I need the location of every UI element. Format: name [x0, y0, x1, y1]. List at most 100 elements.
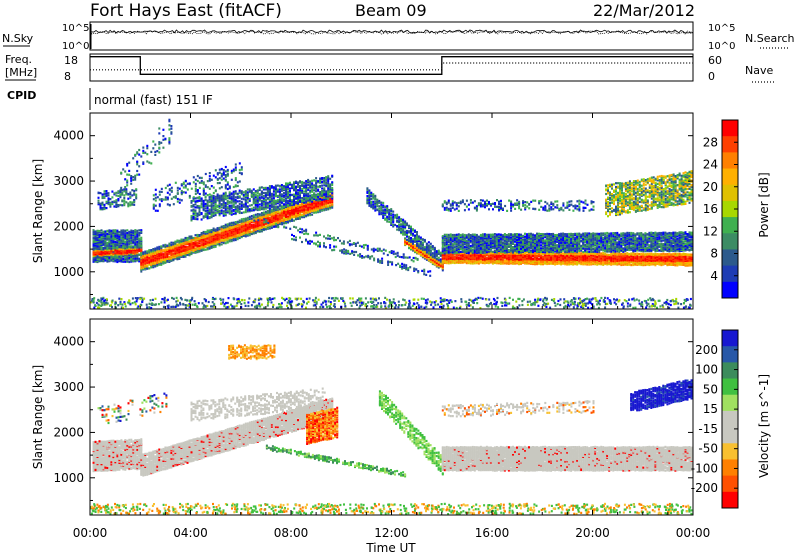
power-cell: [170, 125, 172, 127]
power-cell: [331, 181, 333, 183]
power-cell: [329, 183, 331, 185]
power-cell: [158, 127, 160, 129]
power-cell: [209, 199, 211, 201]
power-cell: [267, 202, 269, 204]
power-cell: [301, 214, 303, 216]
power-cell: [331, 175, 333, 177]
power-cell: [193, 196, 195, 198]
power-cell: [121, 199, 123, 201]
power-cell: [426, 243, 428, 245]
power-cell: [235, 177, 237, 179]
power-cell: [371, 248, 373, 250]
power-cell: [311, 199, 313, 201]
power-cell: [197, 205, 199, 207]
power-cell: [239, 220, 241, 222]
power-cell: [357, 254, 359, 256]
power-cell: [153, 194, 155, 196]
power-cell: [251, 224, 253, 226]
power-cell: [305, 201, 307, 203]
power-cell: [227, 206, 229, 208]
noise-left-label: N.Sky: [2, 32, 34, 45]
power-cell: [321, 195, 323, 197]
power-cell: [169, 193, 171, 195]
power-cell: [341, 242, 343, 244]
power-cell: [217, 205, 219, 207]
power-cell: [195, 200, 197, 202]
power-cell: [255, 194, 257, 196]
power-cell: [307, 193, 309, 195]
power-cell: [103, 240, 105, 242]
power-cell: [207, 186, 209, 188]
power-cell: [329, 195, 331, 197]
power-cell: [267, 222, 269, 224]
power-cell: [114, 255, 116, 257]
power-cell: [131, 201, 133, 203]
power-cell: [138, 154, 140, 156]
power-cell: [414, 230, 416, 232]
power-cell: [385, 250, 387, 252]
power-cell: [442, 269, 444, 271]
date-title: 22/Mar/2012: [593, 1, 695, 20]
power-cell: [170, 244, 172, 246]
power-cell: [331, 249, 333, 251]
power-cell: [323, 184, 325, 186]
power-cell: [367, 255, 369, 257]
power-cell: [359, 253, 361, 255]
power-cell: [380, 202, 382, 204]
power-cell: [275, 225, 277, 227]
power-cell: [407, 267, 409, 269]
power-cell: [111, 203, 113, 205]
power-cell: [118, 248, 120, 250]
power-cell: [423, 269, 425, 271]
power-cell: [108, 192, 110, 194]
power-cell: [215, 204, 217, 206]
power-cell: [233, 203, 235, 205]
power-cell: [311, 214, 313, 216]
power-cell: [373, 248, 375, 250]
power-cell: [130, 245, 132, 247]
power-cell: [101, 247, 103, 249]
power-cell: [281, 223, 283, 225]
power-cell: [420, 248, 422, 250]
power-cell: [197, 241, 199, 243]
power-cell: [124, 246, 126, 248]
power-cell: [117, 190, 119, 192]
power-cell: [414, 244, 416, 246]
power-cell: [221, 226, 223, 228]
power-cell: [285, 198, 287, 200]
power-cell: [372, 206, 374, 208]
power-cell: [205, 243, 207, 245]
power-cell: [209, 193, 211, 195]
power-cell: [243, 198, 245, 200]
power-cell: [110, 230, 112, 232]
power-cell: [159, 203, 161, 205]
power-cell: [291, 199, 293, 201]
power-cell: [99, 236, 101, 238]
power-cell: [183, 239, 185, 241]
power-cell: [315, 187, 317, 189]
power-cell: [319, 234, 321, 236]
power-cell: [161, 191, 163, 193]
power-cell: [387, 254, 389, 256]
power-cell: [257, 208, 259, 210]
power-cell: [231, 170, 233, 172]
power-cell: [98, 197, 100, 199]
power-cell: [229, 185, 231, 187]
power-cell: [239, 190, 241, 192]
power-cell: [392, 216, 394, 218]
power-cell: [263, 187, 265, 189]
power-cell: [325, 190, 327, 192]
power-cell: [317, 186, 319, 188]
power-cell: [193, 209, 195, 211]
power-cell: [378, 205, 380, 207]
power-cell: [135, 188, 137, 190]
power-cell: [123, 190, 125, 192]
power-cell: [211, 239, 213, 241]
power-cell: [397, 254, 399, 256]
power-cell: [283, 192, 285, 194]
power-cell: [415, 268, 417, 270]
power-cell: [305, 208, 307, 210]
power-cell: [159, 194, 161, 196]
power-cell: [213, 175, 215, 177]
power-cell: [125, 201, 127, 203]
